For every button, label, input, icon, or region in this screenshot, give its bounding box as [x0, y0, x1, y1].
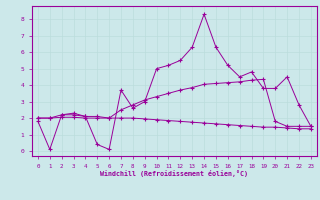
X-axis label: Windchill (Refroidissement éolien,°C): Windchill (Refroidissement éolien,°C): [100, 170, 248, 177]
